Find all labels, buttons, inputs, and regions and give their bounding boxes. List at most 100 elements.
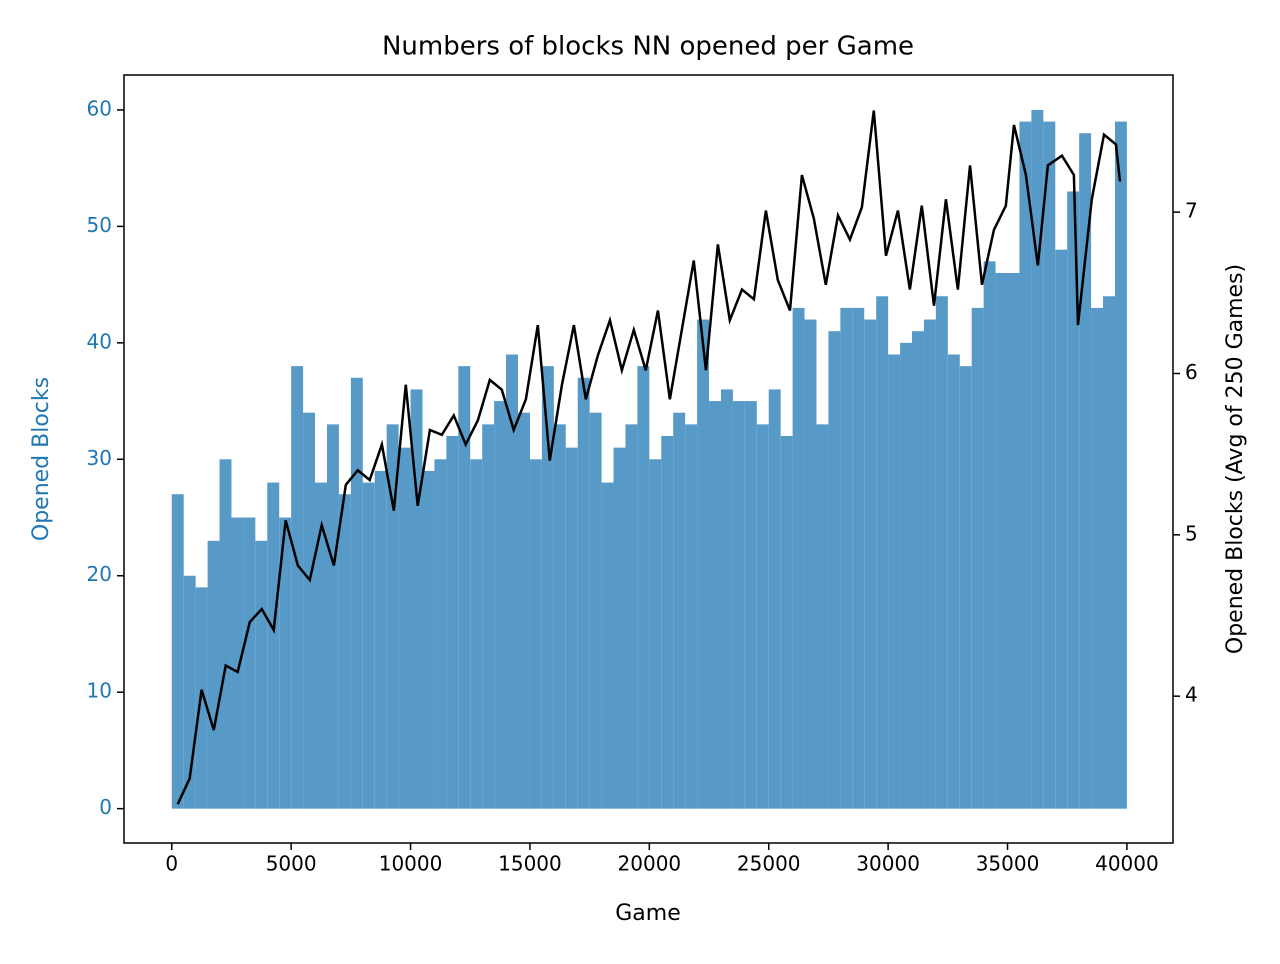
spike-bar <box>959 366 972 809</box>
x-tick-label: 0 <box>165 852 178 876</box>
spike-bar <box>183 575 196 809</box>
spike-bar <box>923 319 936 809</box>
spike-bar <box>529 459 542 809</box>
spike-bar <box>291 366 304 809</box>
x-tick-label: 35000 <box>976 852 1040 876</box>
spike-bar <box>410 389 423 809</box>
spike-bar <box>1079 133 1092 809</box>
spike-bar <box>804 319 817 809</box>
spike-bar <box>434 459 447 809</box>
x-axis-label: Game <box>615 901 681 926</box>
spike-bar <box>756 424 769 809</box>
spike-bar <box>912 331 924 809</box>
spike-bar <box>780 436 793 809</box>
spike-bar <box>768 389 781 809</box>
spike-bar <box>446 436 459 809</box>
y2-axis-label: Opened Blocks (Avg of 250 Games) <box>1223 264 1248 654</box>
spike-bar <box>1067 191 1080 809</box>
spike-bar <box>625 424 638 809</box>
spike-bar <box>1103 296 1115 809</box>
spike-bar <box>482 424 495 809</box>
spike-bar <box>255 540 268 809</box>
spike-bar <box>1007 272 1020 809</box>
spike-bar <box>518 412 530 809</box>
spike-bar <box>589 412 602 809</box>
spike-bar <box>888 354 901 809</box>
spike-bar <box>816 424 829 809</box>
spike-bar <box>685 424 698 809</box>
spike-bar <box>744 401 757 809</box>
y-tick-label: 60 <box>87 96 112 120</box>
spike-bar <box>219 459 232 809</box>
y2-tick-label: 6 <box>1185 360 1198 384</box>
spike-bar <box>947 354 960 809</box>
y-tick-label: 50 <box>87 213 112 237</box>
y2-tick-label: 4 <box>1185 683 1198 707</box>
spike-bar <box>171 494 184 809</box>
spike-bar <box>350 377 363 809</box>
spike-bar <box>673 412 686 809</box>
spike-bar <box>1114 121 1127 809</box>
spike-bar <box>553 424 566 809</box>
chart-title: Numbers of blocks NN opened per Game <box>382 32 914 62</box>
avg-line <box>176 110 1122 805</box>
spike-bar <box>613 447 626 809</box>
spike-bar <box>935 296 948 809</box>
spike-bar <box>995 272 1008 809</box>
spike-bar <box>1043 121 1056 809</box>
x-tick-label: 25000 <box>737 852 801 876</box>
spike-bar <box>971 307 984 809</box>
spike-bar <box>828 331 841 809</box>
spike-bar <box>494 401 507 809</box>
y-tick-label: 10 <box>87 679 112 703</box>
spike-bar <box>792 307 805 809</box>
spike-bar <box>1091 307 1104 809</box>
spike-bar <box>506 354 519 809</box>
spike-bar <box>852 307 865 809</box>
x-tick-label: 10000 <box>379 852 443 876</box>
spike-bar <box>458 366 471 809</box>
spike-bar <box>1055 249 1068 809</box>
y-axis-label: Opened Blocks <box>29 377 54 541</box>
spike-bar <box>541 366 554 809</box>
spike-bar <box>386 424 399 809</box>
spike-bar <box>720 389 733 809</box>
spike-bar <box>732 401 745 809</box>
y-tick-label: 20 <box>87 562 112 586</box>
spike-bar <box>207 540 220 809</box>
spike-bar <box>374 470 387 809</box>
spike-bar <box>362 482 375 809</box>
spike-bar <box>637 366 650 809</box>
spike-bar <box>1031 109 1044 809</box>
spike-bar <box>338 494 351 809</box>
spike-bar <box>649 459 662 809</box>
spike-bar <box>876 296 889 809</box>
spike-bar <box>577 377 590 809</box>
x-tick-label: 5000 <box>266 852 317 876</box>
spike-bar <box>565 447 578 809</box>
y-tick-label: 30 <box>87 446 112 470</box>
y2-tick-label: 7 <box>1185 199 1198 223</box>
spike-bar <box>601 482 614 809</box>
y-tick-label: 0 <box>99 795 112 819</box>
spike-bar <box>864 319 877 809</box>
spike-bar <box>983 261 996 809</box>
spike-bar <box>326 424 339 809</box>
spike-bar <box>661 436 674 809</box>
spike-bar <box>900 342 913 809</box>
spike-bar <box>303 412 316 809</box>
spike-bar <box>709 401 721 809</box>
x-tick-label: 20000 <box>618 852 682 876</box>
spike-bar <box>398 447 411 809</box>
spike-bar <box>243 517 256 809</box>
spike-bar <box>267 482 280 809</box>
x-tick-label: 40000 <box>1095 852 1159 876</box>
x-tick-label: 15000 <box>498 852 562 876</box>
spike-bar <box>470 459 483 809</box>
spike-bar <box>422 470 435 809</box>
y-tick-label: 40 <box>87 329 112 353</box>
spike-bar <box>279 517 292 809</box>
y2-tick-label: 5 <box>1185 521 1198 545</box>
